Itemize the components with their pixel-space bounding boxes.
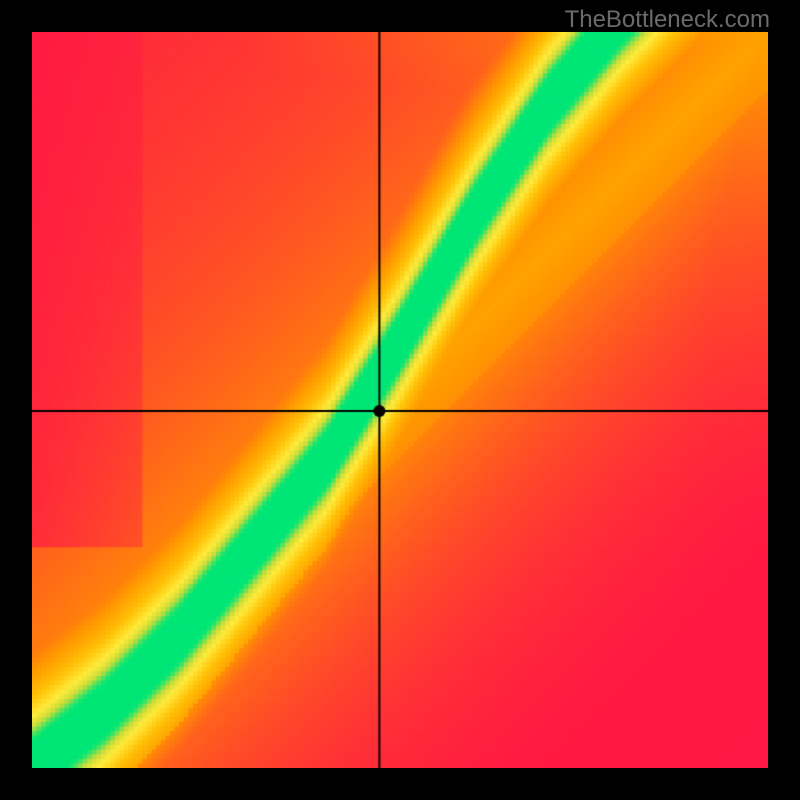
bottleneck-heatmap (32, 32, 768, 768)
chart-container: TheBottleneck.com (0, 0, 800, 800)
watermark-text: TheBottleneck.com (565, 6, 770, 34)
